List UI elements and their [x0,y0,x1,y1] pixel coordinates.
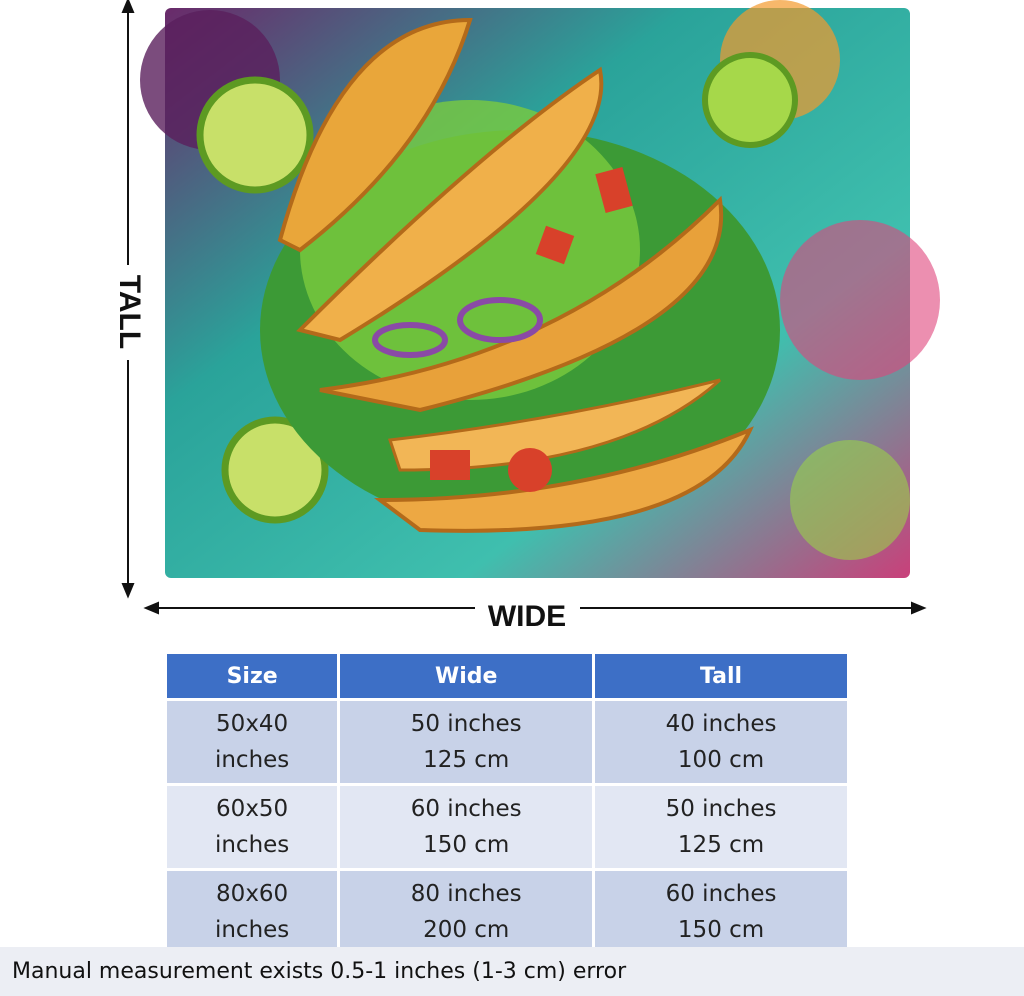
table-cell: 50x40 inches [167,701,338,783]
size-table: Size Wide Tall 50x40 inches 50 inches 125 cm 40… [164,651,850,956]
table-cell: 80x60 inches [167,871,338,953]
cell-line: 60 inches [665,881,777,907]
cell-line: 40 inches [665,711,777,737]
cell-line: 50 inches [665,796,777,822]
tall-label: TALL [113,275,146,349]
table-cell: 60x50 inches [167,786,338,868]
cell-line: 50 inches [410,711,522,737]
table-cell: 60 inches 150 cm [595,871,847,953]
cell-line: inches [214,832,290,858]
blanket-artwork [140,0,940,578]
cell-line: 60 inches [410,796,522,822]
table-cell: 60 inches 150 cm [340,786,593,868]
table-cell: 50 inches 125 cm [595,786,847,868]
table-row: 60x50 inches 60 inches 150 cm 50 inches 125 c… [167,786,847,868]
cell-line: 80 inches [410,881,522,907]
cell-line: 50x40 [216,711,289,737]
cell-line: 125 cm [423,747,510,773]
cell-line: 150 cm [677,917,765,943]
cell-line: 125 cm [677,832,765,858]
cell-line: inches [214,747,290,773]
wide-label: WIDE [488,600,566,633]
table-cell: 80 inches 200 cm [340,871,593,953]
cell-line: 100 cm [677,747,765,773]
cell-line: 200 cm [423,917,510,943]
cell-line: 80x60 [216,881,289,907]
tall-arrow [121,0,135,599]
cell-line: inches [214,917,290,943]
header-cell: Tall [595,654,847,698]
cell-line: 60x50 [216,796,289,822]
wide-arrow [143,601,927,615]
table-cell: 50 inches 125 cm [340,701,593,783]
table-row: 80x60 inches 80 inches 200 cm 60 inches 150 c… [167,871,847,953]
cell-line: 150 cm [423,832,510,858]
header-cell: Size [167,654,338,698]
product-figure: TALL WIDE [113,0,940,633]
table-row: 50x40 inches 50 inches 125 cm 40 inches 100 c… [167,701,847,783]
measurement-note: Manual measurement exists 0.5-1 inches (… [0,947,1024,996]
table-cell: 40 inches 100 cm [595,701,847,783]
header-cell: Wide [340,654,593,698]
